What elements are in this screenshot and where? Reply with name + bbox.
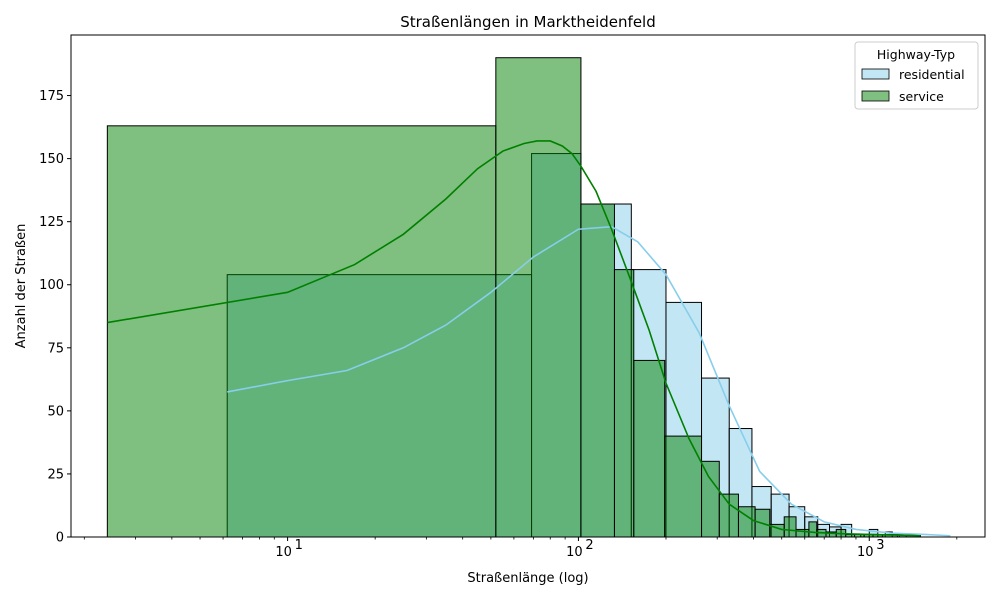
y-tick-label: 75 bbox=[47, 341, 64, 356]
bar-residential-16 bbox=[868, 528, 879, 537]
bar-service-0 bbox=[106, 125, 497, 537]
y-tick-label: 0 bbox=[56, 531, 64, 546]
bar-service-13 bbox=[808, 521, 818, 537]
legend-label-service: service bbox=[899, 89, 944, 104]
y-axis: 0 25 50 75 100 125 150 175 bbox=[39, 89, 71, 546]
x-tick-label: 10 bbox=[566, 545, 583, 560]
bar-service-7 bbox=[718, 493, 739, 537]
x-axis: 10 1 10 2 10 3 bbox=[83, 537, 958, 560]
bar-service-3 bbox=[613, 269, 635, 537]
y-tick-label: 25 bbox=[47, 467, 64, 482]
bars-layer bbox=[106, 57, 921, 537]
x-axis-label: Straßenlänge (log) bbox=[467, 571, 588, 586]
plot-frame bbox=[70, 34, 986, 538]
bar-service-6 bbox=[701, 460, 720, 537]
bar-service-1 bbox=[495, 57, 582, 537]
kde-line-service bbox=[107, 140, 921, 537]
x-tick-label: 10 bbox=[857, 545, 874, 560]
x-tick-exponent: 3 bbox=[876, 538, 884, 553]
y-tick-label: 125 bbox=[39, 215, 64, 230]
kde-line-residential bbox=[227, 225, 951, 537]
kde-layer bbox=[107, 140, 951, 537]
legend-swatch-residential bbox=[861, 68, 890, 80]
x-tick-exponent: 1 bbox=[295, 538, 303, 553]
x-tick-label: 10 bbox=[275, 545, 292, 560]
legend-swatch-service bbox=[861, 90, 890, 102]
bar-service-2 bbox=[580, 203, 615, 537]
bar-service-5 bbox=[664, 435, 703, 537]
chart-title: Straßenlängen in Marktheidenfeld bbox=[400, 13, 656, 31]
bar-service-11 bbox=[783, 516, 797, 537]
y-tick-label: 100 bbox=[39, 278, 64, 293]
y-axis-label: Anzahl der Straßen bbox=[14, 224, 29, 349]
bar-service-4 bbox=[633, 359, 666, 537]
y-tick-label: 50 bbox=[47, 404, 64, 419]
x-tick-exponent: 2 bbox=[585, 538, 593, 553]
legend-label-residential: residential bbox=[899, 67, 965, 82]
legend-title: Highway-Typ bbox=[877, 47, 955, 62]
y-tick-label: 175 bbox=[39, 89, 64, 104]
legend: Highway-Typ residential service bbox=[854, 41, 979, 110]
y-tick-label: 150 bbox=[39, 152, 64, 167]
